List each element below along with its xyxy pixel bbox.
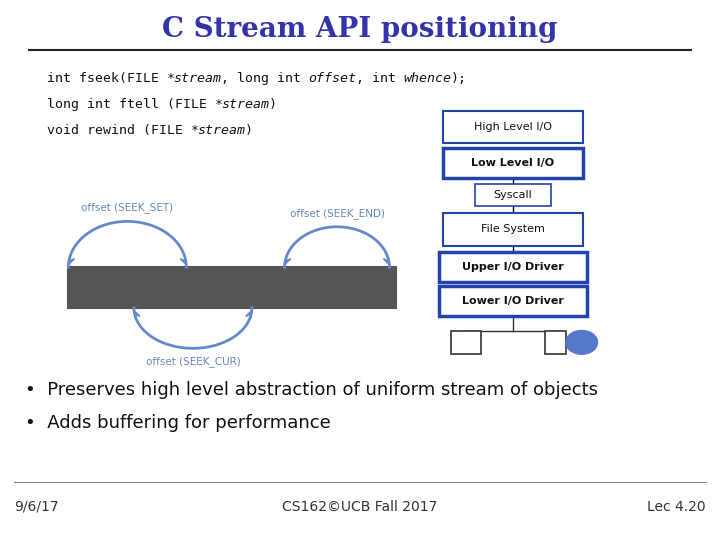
Text: CS162©UCB Fall 2017: CS162©UCB Fall 2017: [282, 500, 438, 514]
Text: offset: offset: [308, 72, 356, 85]
Bar: [451, 331, 481, 354]
Text: ): ): [269, 98, 276, 111]
Text: void rewind (FILE *: void rewind (FILE *: [47, 124, 199, 137]
Text: whence: whence: [403, 72, 451, 85]
Bar: [68, 267, 396, 308]
Circle shape: [566, 330, 598, 354]
Text: , int: , int: [356, 72, 403, 85]
Text: •  Preserves high level abstraction of uniform stream of objects: • Preserves high level abstraction of un…: [25, 381, 598, 399]
Text: stream: stream: [197, 124, 246, 137]
Text: C Stream API positioning: C Stream API positioning: [162, 16, 558, 43]
Text: , long int: , long int: [221, 72, 309, 85]
Text: ): ): [245, 124, 253, 137]
Text: Upper I/O Driver: Upper I/O Driver: [462, 262, 564, 272]
Bar: [68, 267, 396, 308]
Text: File System: File System: [481, 225, 545, 234]
Text: offset (SEEK_CUR): offset (SEEK_CUR): [145, 356, 240, 367]
Bar: [439, 252, 587, 282]
Text: stream: stream: [221, 98, 269, 111]
Text: int fseek(FILE *: int fseek(FILE *: [47, 72, 175, 85]
Text: Low Level I/O: Low Level I/O: [472, 158, 554, 168]
Bar: [443, 213, 583, 246]
Text: stream: stream: [174, 72, 222, 85]
Bar: [443, 148, 583, 178]
Text: Lec 4.20: Lec 4.20: [647, 500, 706, 514]
Text: offset (SEEK_END): offset (SEEK_END): [289, 208, 384, 219]
Text: 9/6/17: 9/6/17: [14, 500, 59, 514]
Text: );: );: [451, 72, 467, 85]
Bar: [545, 331, 566, 354]
Text: Lower I/O Driver: Lower I/O Driver: [462, 296, 564, 306]
Bar: [439, 286, 587, 316]
Text: offset (SEEK_SET): offset (SEEK_SET): [81, 202, 174, 213]
Text: Syscall: Syscall: [494, 190, 532, 200]
Text: •  Adds buffering for performance: • Adds buffering for performance: [25, 414, 331, 433]
Text: long int ftell (FILE *: long int ftell (FILE *: [47, 98, 222, 111]
Bar: [443, 111, 583, 143]
Bar: [475, 184, 551, 206]
Text: High Level I/O: High Level I/O: [474, 122, 552, 132]
